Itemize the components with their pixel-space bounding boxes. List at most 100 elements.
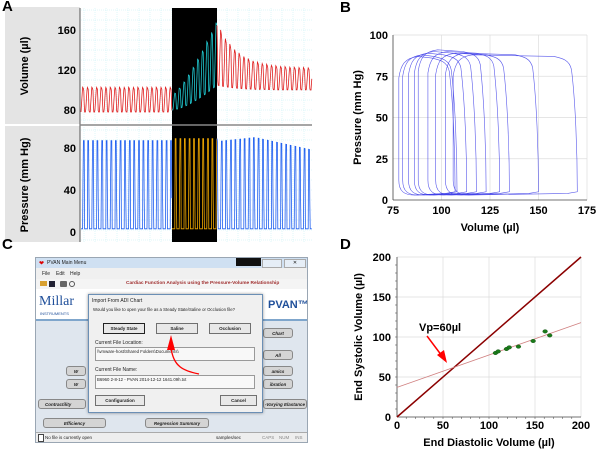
data-point bbox=[495, 349, 501, 354]
chart-button[interactable]: Chart bbox=[263, 328, 293, 338]
x-tick-label: 150 bbox=[526, 420, 544, 432]
status-caps: CAPS bbox=[262, 435, 275, 440]
volume-tick-label: 80 bbox=[64, 105, 76, 117]
pressure-trace-selected bbox=[172, 138, 218, 230]
all-button[interactable]: All bbox=[263, 350, 293, 360]
logo-subtext: INSTRUMENTS bbox=[40, 311, 69, 316]
menu-file[interactable]: File bbox=[42, 271, 51, 277]
red-arrow-icon bbox=[167, 335, 200, 375]
panel-label-c: C bbox=[2, 236, 13, 253]
volume-tick-label: 160 bbox=[58, 25, 76, 37]
status-rate: samples/sec bbox=[216, 435, 242, 440]
x-tick-label: 125 bbox=[481, 205, 499, 217]
status-bar: No file is currently open samples/sec CA… bbox=[36, 432, 307, 442]
menu-help[interactable]: Help bbox=[70, 271, 81, 277]
x-tick-label: 175 bbox=[578, 205, 596, 217]
pressure-trace-baseline bbox=[81, 140, 173, 230]
y-axis-label: End Systolic Volume (µl) bbox=[353, 273, 365, 401]
pv-loop bbox=[452, 54, 578, 196]
left-button-1[interactable]: W bbox=[66, 366, 86, 376]
maximize-button[interactable] bbox=[262, 259, 282, 268]
y-tick-label: 0 bbox=[385, 412, 391, 424]
title-bar: ❤ PVAN Main Menu ✕ bbox=[36, 258, 307, 268]
document-icon bbox=[38, 434, 44, 442]
save-icon[interactable] bbox=[49, 281, 55, 287]
volume-trace-baseline bbox=[80, 85, 173, 113]
efficiency-button[interactable]: Efficiency bbox=[43, 418, 106, 428]
configuration-button[interactable]: Configuration bbox=[95, 395, 145, 406]
link-icon[interactable] bbox=[69, 281, 75, 287]
dialog-question: Would you like to open your file as a St… bbox=[93, 307, 236, 312]
y-tick-label: 50 bbox=[376, 113, 388, 125]
status-message: No file is currently open bbox=[45, 435, 93, 440]
pvan-logo: PVAN™ bbox=[268, 299, 308, 311]
x-tick-label: 50 bbox=[437, 420, 449, 432]
data-point bbox=[515, 344, 522, 349]
header-text: Cardiac Function Analysis using the Pres… bbox=[126, 281, 280, 286]
vp-annotation: Vp=60µl bbox=[419, 322, 461, 334]
y-tick-label: 150 bbox=[373, 292, 391, 304]
y-tick-label: 200 bbox=[373, 252, 391, 264]
x-tick-label: 0 bbox=[394, 420, 400, 432]
saline-button[interactable]: Saline bbox=[156, 323, 198, 334]
volume-trace-recovery bbox=[216, 25, 313, 91]
pv-loop bbox=[417, 49, 487, 196]
print-icon[interactable] bbox=[60, 281, 67, 287]
pv-loop bbox=[402, 54, 458, 196]
x-tick-label: 100 bbox=[480, 420, 498, 432]
calibration-button[interactable]: ibration bbox=[263, 379, 293, 389]
status-num: NUM bbox=[279, 435, 290, 440]
x-tick-label: 100 bbox=[432, 205, 450, 217]
pv-loop bbox=[398, 56, 456, 196]
y-tick-label: 100 bbox=[370, 30, 388, 42]
panel-label-b: B bbox=[340, 0, 351, 16]
pressure-tick-label: 80 bbox=[64, 143, 76, 155]
volume-tick-label: 120 bbox=[58, 65, 76, 77]
minimize-button[interactable] bbox=[236, 258, 261, 266]
dynamics-button[interactable]: amics bbox=[263, 366, 293, 376]
occlusion-button[interactable]: Occlusion bbox=[209, 323, 251, 334]
x-tick-label: 150 bbox=[529, 205, 547, 217]
regression-summary-button[interactable]: Regression Summary bbox=[145, 418, 209, 428]
window-title: PVAN Main Menu bbox=[47, 260, 87, 266]
elastance-button[interactable]: -Varying Elastance bbox=[263, 399, 307, 409]
cancel-button[interactable]: Cancel bbox=[220, 395, 257, 406]
x-axis-label: End Diastolic Volume (µl) bbox=[423, 437, 555, 449]
x-tick-label: 75 bbox=[387, 205, 399, 217]
dialog-title: Import From ADI Chart bbox=[92, 298, 143, 304]
heart-icon: ❤ bbox=[39, 261, 45, 267]
panel-label-d: D bbox=[340, 236, 351, 253]
menu-edit[interactable]: Edit bbox=[56, 271, 65, 277]
pressure-axis-label: Pressure (mm Hg) bbox=[19, 137, 31, 232]
identity-line bbox=[396, 256, 582, 418]
volume-trace-selected bbox=[172, 22, 218, 111]
contractility-button[interactable]: Contractility bbox=[38, 399, 86, 409]
x-tick-label: 200 bbox=[572, 420, 590, 432]
file-name-label: Current File Name: bbox=[95, 367, 138, 373]
regression-line bbox=[396, 322, 582, 388]
x-axis-label: Volume (µl) bbox=[461, 222, 520, 234]
menu-bar: File Edit Help bbox=[36, 268, 307, 279]
millar-logo: Millar bbox=[39, 294, 74, 309]
panel-label-a: A bbox=[2, 0, 13, 15]
annotation-arrow bbox=[426, 335, 443, 357]
data-point bbox=[542, 329, 548, 334]
import-dialog: Import From ADI Chart Would you like to … bbox=[88, 294, 263, 413]
open-folder-icon[interactable] bbox=[40, 281, 47, 286]
left-button-2[interactable]: W bbox=[66, 379, 86, 389]
pressure-tick-label: 0 bbox=[70, 227, 76, 239]
y-tick-label: 25 bbox=[376, 154, 388, 166]
steady-state-button[interactable]: Steady State bbox=[103, 323, 145, 334]
pressure-tick-label: 40 bbox=[64, 185, 76, 197]
y-axis-label: Pressure (mm Hg) bbox=[352, 70, 364, 165]
close-button[interactable]: ✕ bbox=[284, 259, 306, 268]
data-point bbox=[547, 333, 553, 338]
volume-axis-label: Volume (µl) bbox=[19, 36, 31, 95]
y-tick-label: 100 bbox=[373, 332, 391, 344]
location-label: Current File Location: bbox=[95, 340, 143, 346]
volume-label-area bbox=[5, 7, 80, 124]
file-name-field[interactable]: B6960 2-8-12 - PVAN 2014-12-12 1641.09h.… bbox=[95, 375, 255, 389]
status-ins: INS bbox=[295, 435, 303, 440]
y-tick-label: 50 bbox=[379, 372, 391, 384]
pv-loop bbox=[408, 52, 468, 196]
